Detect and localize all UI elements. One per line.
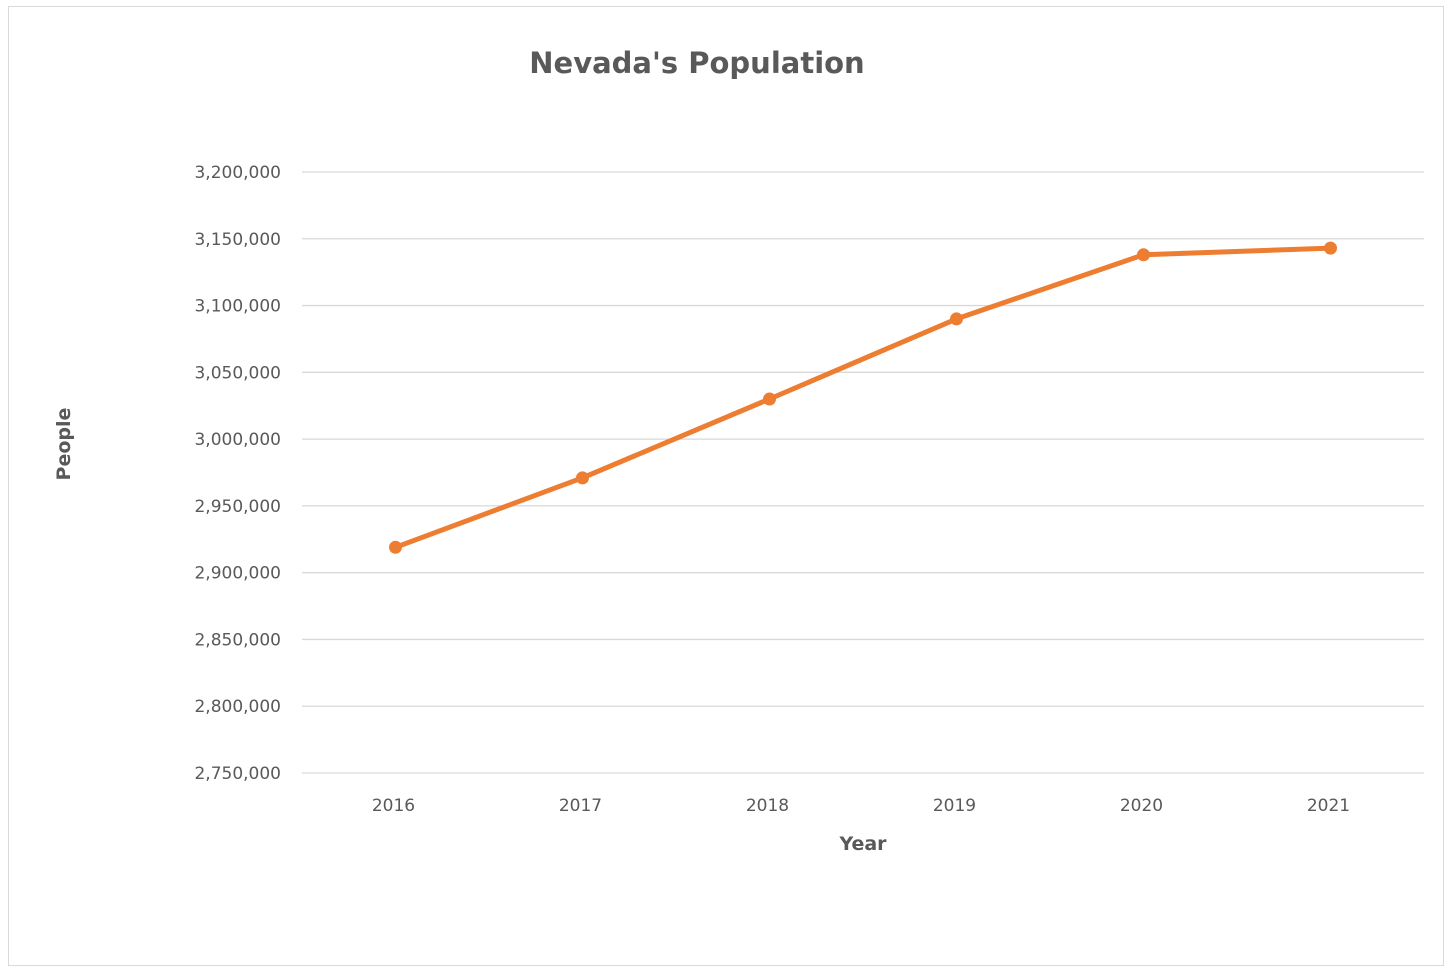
y-tick-label: 3,000,000	[194, 430, 281, 450]
y-tick-label: 2,850,000	[194, 630, 281, 650]
y-tick-label: 2,800,000	[194, 697, 281, 717]
y-tick-label: 3,150,000	[194, 230, 281, 250]
x-tick-label: 2016	[372, 796, 415, 816]
data-point	[950, 312, 963, 326]
data-point	[1137, 248, 1150, 262]
x-tick-label: 2017	[559, 796, 602, 816]
series-line	[393, 245, 1333, 550]
y-tick-label: 2,750,000	[194, 764, 281, 784]
y-tick-label: 3,100,000	[194, 297, 281, 317]
data-point	[1324, 241, 1337, 255]
y-tick-label: 2,950,000	[194, 497, 281, 517]
y-gridlines	[302, 171, 1424, 774]
x-axis-title: Year	[838, 833, 887, 855]
chart-title: Nevada's Population	[529, 46, 864, 80]
series-group	[389, 241, 1337, 554]
data-point	[389, 540, 402, 554]
chart-frame	[8, 6, 1444, 966]
y-tick-label: 2,900,000	[194, 564, 281, 584]
y-tick-label: 3,050,000	[194, 363, 281, 383]
x-tick-label: 2021	[1307, 796, 1350, 816]
x-tick-label: 2020	[1120, 796, 1163, 816]
y-tick-label: 3,200,000	[194, 163, 281, 183]
x-tick-label: 2019	[933, 796, 976, 816]
y-axis-title: People	[53, 408, 75, 481]
data-point	[763, 392, 776, 406]
data-point	[576, 471, 589, 485]
y-tick-labels: 2,750,000 2,800,000 2,850,000 2,900,000 2,95…	[194, 163, 281, 784]
x-tick-labels: 2016 2017 2018 2019 2020 2021	[372, 796, 1350, 816]
x-tick-label: 2018	[746, 796, 789, 816]
